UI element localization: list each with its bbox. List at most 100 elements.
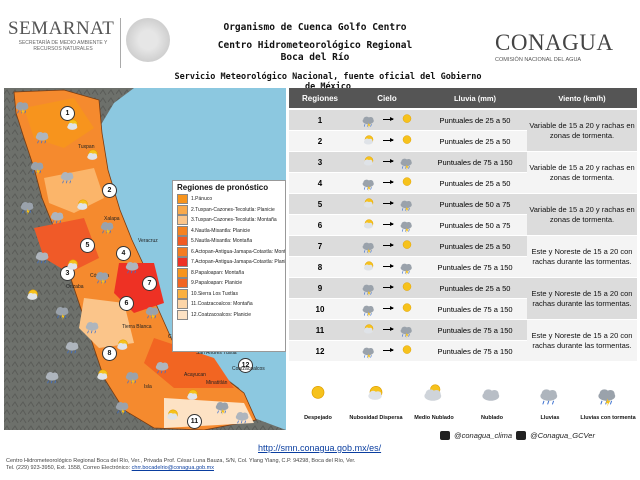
storm-icon (579, 384, 637, 413)
map-weather-icon (144, 303, 162, 321)
cell-rain: Puntuales de 50 a 75 (439, 199, 511, 209)
cell-wind: Este y Noreste de 15 a 20 con rachas dur… (527, 236, 637, 277)
map-city-label: Minatitlán (206, 380, 228, 386)
twitter-handle-2[interactable]: @Conagua_GCVer (530, 431, 595, 440)
table-row: 12 Puntuales de 75 a 150 (289, 341, 527, 361)
cell-rain: Puntuales de 75 a 150 (437, 325, 513, 335)
header-sky: Cielo (377, 93, 397, 103)
arrow-right-icon (383, 348, 394, 352)
cell-sky (351, 131, 423, 151)
legend-swatch (177, 225, 188, 236)
title-line-1: Organismo de Cuenca Golfo Centro (223, 22, 407, 33)
semarnat-name: SEMARNAT (8, 18, 115, 39)
forecast-map: 123456789101112TuxpanXalapaVeracruzCórdo… (4, 88, 286, 430)
legend-item: 8.Papaloapan: Montaña (173, 267, 285, 279)
cell-rain: Puntuales de 75 a 150 (437, 304, 513, 314)
map-weather-icon (59, 168, 77, 186)
arrow-right-icon (383, 285, 394, 289)
legend-swatch (177, 267, 188, 278)
table-header: Regiones Cielo Lluvia (mm) Viento (km/h) (289, 88, 637, 108)
legend-item: 10.Sierra Los Tuxtlas (173, 288, 285, 300)
sky-key-item: Lluvias (521, 384, 579, 422)
footer-contact: Tel. (229) 923-3950, Ext. 1558, Correo E… (6, 465, 636, 472)
map-region-number: 11 (187, 414, 202, 429)
map-weather-icon (154, 358, 172, 376)
map-city-label: Isla (144, 384, 152, 390)
legend-swatch (177, 309, 188, 320)
cell-region: 12 (315, 346, 325, 356)
legend-label: 6.Actopan-Antigua-Jamapa-Cotaxtla: Monta… (191, 248, 285, 255)
storm-icon (361, 176, 377, 192)
legend-item: 2.Tuxpan-Cazones-Tecolutla: Planicie (173, 204, 285, 216)
sunny-cloud-icon (361, 134, 377, 148)
map-weather-icon (124, 368, 142, 386)
storm-icon (361, 344, 377, 360)
map-weather-icon (49, 208, 67, 226)
table-row: 11 Puntuales de 75 a 150 (289, 320, 527, 340)
map-weather-icon (84, 318, 102, 336)
legend-label: 1.Pánuco (191, 196, 213, 203)
storm-icon (399, 323, 415, 339)
footer-email[interactable]: chrr.bocadelrio@conagua.gob.mx (131, 465, 214, 471)
table-row: 6 Puntuales de 50 a 75 (289, 215, 527, 235)
cell-rain: Puntuales de 25 a 50 (439, 136, 511, 146)
sky-key-item: Lluvias con tormenta (579, 384, 637, 422)
cell-sky (351, 194, 423, 214)
cell-region: 10 (315, 304, 325, 314)
cell-sky (351, 299, 423, 319)
arrow-right-icon (383, 222, 394, 226)
map-weather-icon (164, 408, 182, 426)
cell-region: 3 (317, 157, 323, 167)
sky-key-label: Lluvias (540, 415, 560, 421)
cloud-icon (463, 384, 521, 413)
map-weather-icon (54, 303, 72, 321)
twitter-icon (440, 431, 450, 440)
sky-key-item: Medio Nublado (405, 384, 463, 422)
cell-sky (351, 173, 423, 193)
storm-icon (399, 260, 415, 276)
arrow-right-icon (383, 180, 394, 184)
table-row: 9 Puntuales de 25 a 50 (289, 278, 527, 298)
arrow-right-icon (383, 138, 394, 142)
map-weather-icon (19, 198, 37, 216)
map-region-number: 4 (116, 246, 131, 261)
twitter-handle-1[interactable]: @conagua_clima (454, 431, 513, 440)
legend-item: 6.Actopan-Antigua-Jamapa-Cotaxtla: Monta… (173, 246, 285, 258)
map-weather-icon (99, 218, 117, 236)
cell-region: 9 (317, 283, 323, 293)
cell-region: 7 (317, 241, 323, 251)
map-weather-icon (24, 288, 42, 306)
partly-cloudy-icon (405, 384, 463, 413)
map-weather-icon (184, 388, 202, 406)
sky-key-label: Nubosidad Dispersa (349, 415, 403, 421)
page-footer: Centro Hidrometeorológico Regional Boca … (6, 458, 636, 472)
legend-label: 10.Sierra Los Tuxtlas (191, 290, 238, 297)
legend-label: 7.Actopan-Antigua-Jamapa-Cotaxtla: Plani… (191, 259, 285, 266)
storm-icon (361, 302, 377, 318)
legend-label: 2.Tuxpan-Cazones-Tecolutla: Planicie (191, 206, 275, 213)
storm-icon (399, 155, 415, 171)
map-weather-icon (64, 338, 82, 356)
map-region-number: 5 (80, 238, 95, 253)
map-legend: Regiones de pronóstico 1.Pánuco 2.Tuxpan-… (172, 180, 286, 352)
map-city-label: Tierra Blanca (122, 324, 152, 330)
cell-region: 11 (315, 325, 325, 335)
rain-icon (521, 384, 579, 413)
region-5-area (34, 218, 99, 273)
legend-swatch (177, 236, 188, 247)
social-links: @conagua_clima @Conagua_GCVer (440, 431, 595, 440)
storm-icon (399, 218, 415, 234)
smn-link[interactable]: http://smn.conagua.gob.mx/es/ (258, 443, 382, 453)
forecast-table: Regiones Cielo Lluvia (mm) Viento (km/h)… (289, 88, 637, 380)
cell-wind: Variable de 15 a 20 y rachas en zonas de… (527, 152, 637, 193)
map-region-number: 2 (102, 183, 117, 198)
conagua-name: CONAGUA (495, 30, 614, 55)
legend-swatch (177, 215, 188, 226)
legend-item: 1.Pánuco (173, 194, 285, 205)
arrow-right-icon (383, 264, 394, 268)
legend-swatch (177, 194, 188, 205)
cell-sky (351, 320, 423, 340)
page-header: SEMARNAT SECRETARÍA DE MEDIO AMBIENTE Y … (0, 0, 640, 92)
cell-rain: Puntuales de 50 a 75 (439, 220, 511, 230)
map-region-number: 7 (142, 276, 157, 291)
